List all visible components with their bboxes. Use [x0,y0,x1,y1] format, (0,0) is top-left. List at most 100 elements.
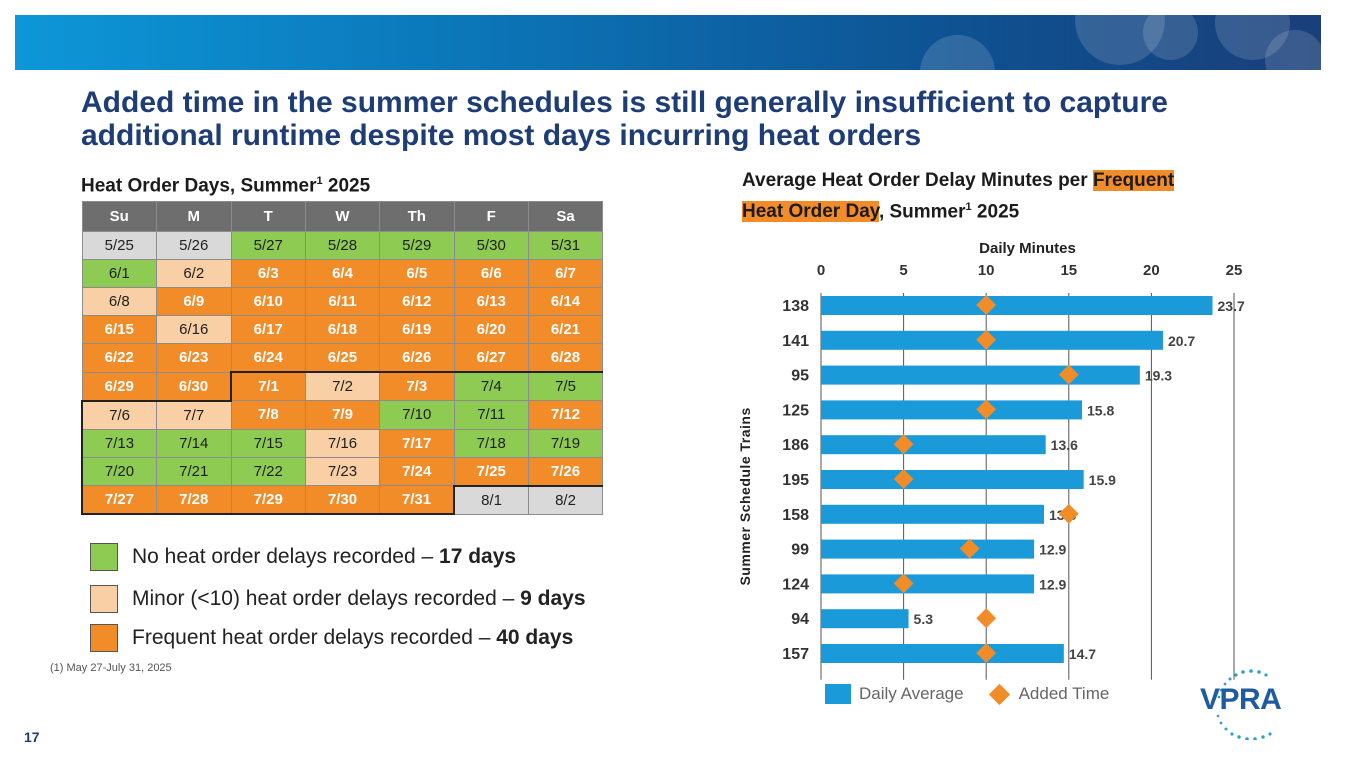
bar [821,504,1045,524]
calendar-header-m: M [156,201,232,232]
calendar-day-cell: 6/7 [528,259,603,288]
calendar-week-row: 6/22 6/23 6/24 6/25 6/26 6/27 6/28 [81,343,603,373]
calendar-day-cell: 7/11 [453,400,529,430]
calendar-day-cell: 7/12 [528,400,603,430]
legend-daily-average: Daily Average [859,684,964,703]
category-label: 125 [782,402,809,419]
calendar-day-cell: 6/21 [528,315,603,344]
data-label: 15.8 [1087,402,1114,418]
data-label: 15.9 [1089,472,1116,488]
heat-order-calendar: Su M T W Th F Sa 5/25 5/26 5/27 5/28 5/29 5/30 5/31 6… [81,201,603,515]
calendar-day-cell: 6/5 [379,259,455,288]
y-axis-label: Summer Schedule Trains [737,407,753,585]
calendar-day-cell: 6/9 [156,287,232,316]
calendar-day-cell: 7/22 [230,456,306,486]
calendar-header-t: T [230,201,306,232]
calendar-header-f: F [453,201,529,232]
calendar-day-cell: 7/24 [379,456,455,486]
data-label: 23.7 [1218,298,1245,314]
bar [821,574,1035,594]
data-label: 14.7 [1069,646,1096,662]
calendar-day-cell: 7/1 [230,371,306,401]
category-label: 157 [782,646,809,663]
category-label: 195 [782,472,809,489]
calendar-day-cell: 7/15 [230,428,306,458]
calendar-day-cell: 6/29 [81,371,157,401]
calendar-day-cell: 7/13 [81,428,157,458]
calendar-day-cell: 6/30 [156,371,232,401]
calendar-day-cell: 6/3 [230,259,306,288]
calendar-day-cell: 7/5 [528,371,603,401]
page-title: Added time in the summer schedules is st… [81,86,1168,152]
category-label: 95 [791,368,809,385]
legend-no-delays: No heat order delays recorded – 17 days [90,542,516,572]
calendar-day-cell: 7/2 [305,371,380,401]
calendar-day-cell: 6/23 [156,343,232,373]
calendar-day-cell: 6/12 [379,287,455,316]
bar [821,470,1084,489]
category-label: 186 [782,437,809,454]
calendar-day-cell: 7/19 [528,428,603,458]
x-tick-label: 15 [1060,262,1077,279]
calendar-week-row: 7/13 7/14 7/15 7/16 7/17 7/18 7/19 [81,428,603,458]
calendar-subtitle: Heat Order Days, Summer1 2025 [81,175,371,197]
calendar-day-cell: 5/25 [81,231,157,260]
calendar-day-cell: 5/31 [528,231,603,260]
calendar-day-cell: 7/16 [305,428,380,458]
legend-frequent-delays: Frequent heat order delays recorded – 40… [90,623,573,653]
calendar-day-cell: 7/23 [305,456,380,486]
calendar-day-cell: 5/26 [156,231,232,260]
calendar-day-cell: 6/26 [379,343,455,373]
calendar-day-cell: 6/17 [230,315,306,344]
calendar-day-cell: 6/15 [81,315,157,344]
category-label: 124 [782,576,809,593]
category-label: 138 [782,298,809,315]
calendar-week-row: 6/1 6/2 6/3 6/4 6/5 6/6 6/7 [81,259,603,288]
bar [821,365,1140,385]
added-time-marker [893,469,914,489]
calendar-day-cell: 7/25 [453,456,529,487]
legend-swatch-peach [90,585,118,613]
calendar-day-cell: 7/14 [156,428,232,458]
bar [821,644,1064,663]
legend-added-time: Added Time [1018,684,1110,703]
vpra-logo-icon [1216,669,1272,740]
calendar-day-cell: 5/30 [453,231,529,260]
calendar-day-cell: 7/26 [528,456,603,487]
calendar-day-cell: 7/4 [453,371,529,401]
added-time-marker [893,573,914,594]
calendar-week-row: 7/27 7/28 7/29 7/30 7/31 8/1 8/2 [81,485,603,515]
bar [821,609,909,629]
calendar-day-cell: 7/8 [230,400,306,430]
data-label: 5.3 [914,611,934,627]
calendar-day-cell: 5/29 [379,231,455,260]
data-label: 19.3 [1145,368,1172,384]
calendar-day-cell: 7/9 [305,400,380,430]
calendar-day-cell: 6/13 [453,287,529,316]
calendar-day-cell: 7/10 [379,400,455,430]
calendar-day-cell: 7/7 [156,399,232,430]
legend-minor-delays: Minor (<10) heat order delays recorded –… [90,584,586,614]
calendar-day-cell: 7/6 [81,399,157,430]
category-label: 158 [782,507,809,524]
x-tick-label: 20 [1143,262,1160,279]
calendar-day-cell: 6/18 [305,315,380,344]
calendar-day-cell: 6/25 [305,343,380,373]
x-tick-label: 5 [899,262,907,279]
calendar-week-row: 5/25 5/26 5/27 5/28 5/29 5/30 5/31 [81,231,603,260]
bar [821,435,1046,455]
calendar-day-cell: 6/24 [230,343,306,373]
calendar-day-cell: 7/31 [379,485,455,515]
x-tick-label: 0 [817,262,825,279]
added-time-marker [976,329,997,350]
data-label: 20.7 [1168,333,1195,349]
calendar-day-cell: 7/17 [379,428,455,458]
category-label: 141 [782,333,809,350]
calendar-day-cell: 5/28 [305,231,380,260]
x-tick-label: 25 [1226,262,1243,279]
calendar-day-cell: 8/2 [528,485,603,515]
data-label: 12.9 [1039,542,1066,558]
page-number: 17 [24,729,40,745]
calendar-day-cell: 6/10 [230,287,306,316]
data-label: 13.6 [1051,437,1078,453]
